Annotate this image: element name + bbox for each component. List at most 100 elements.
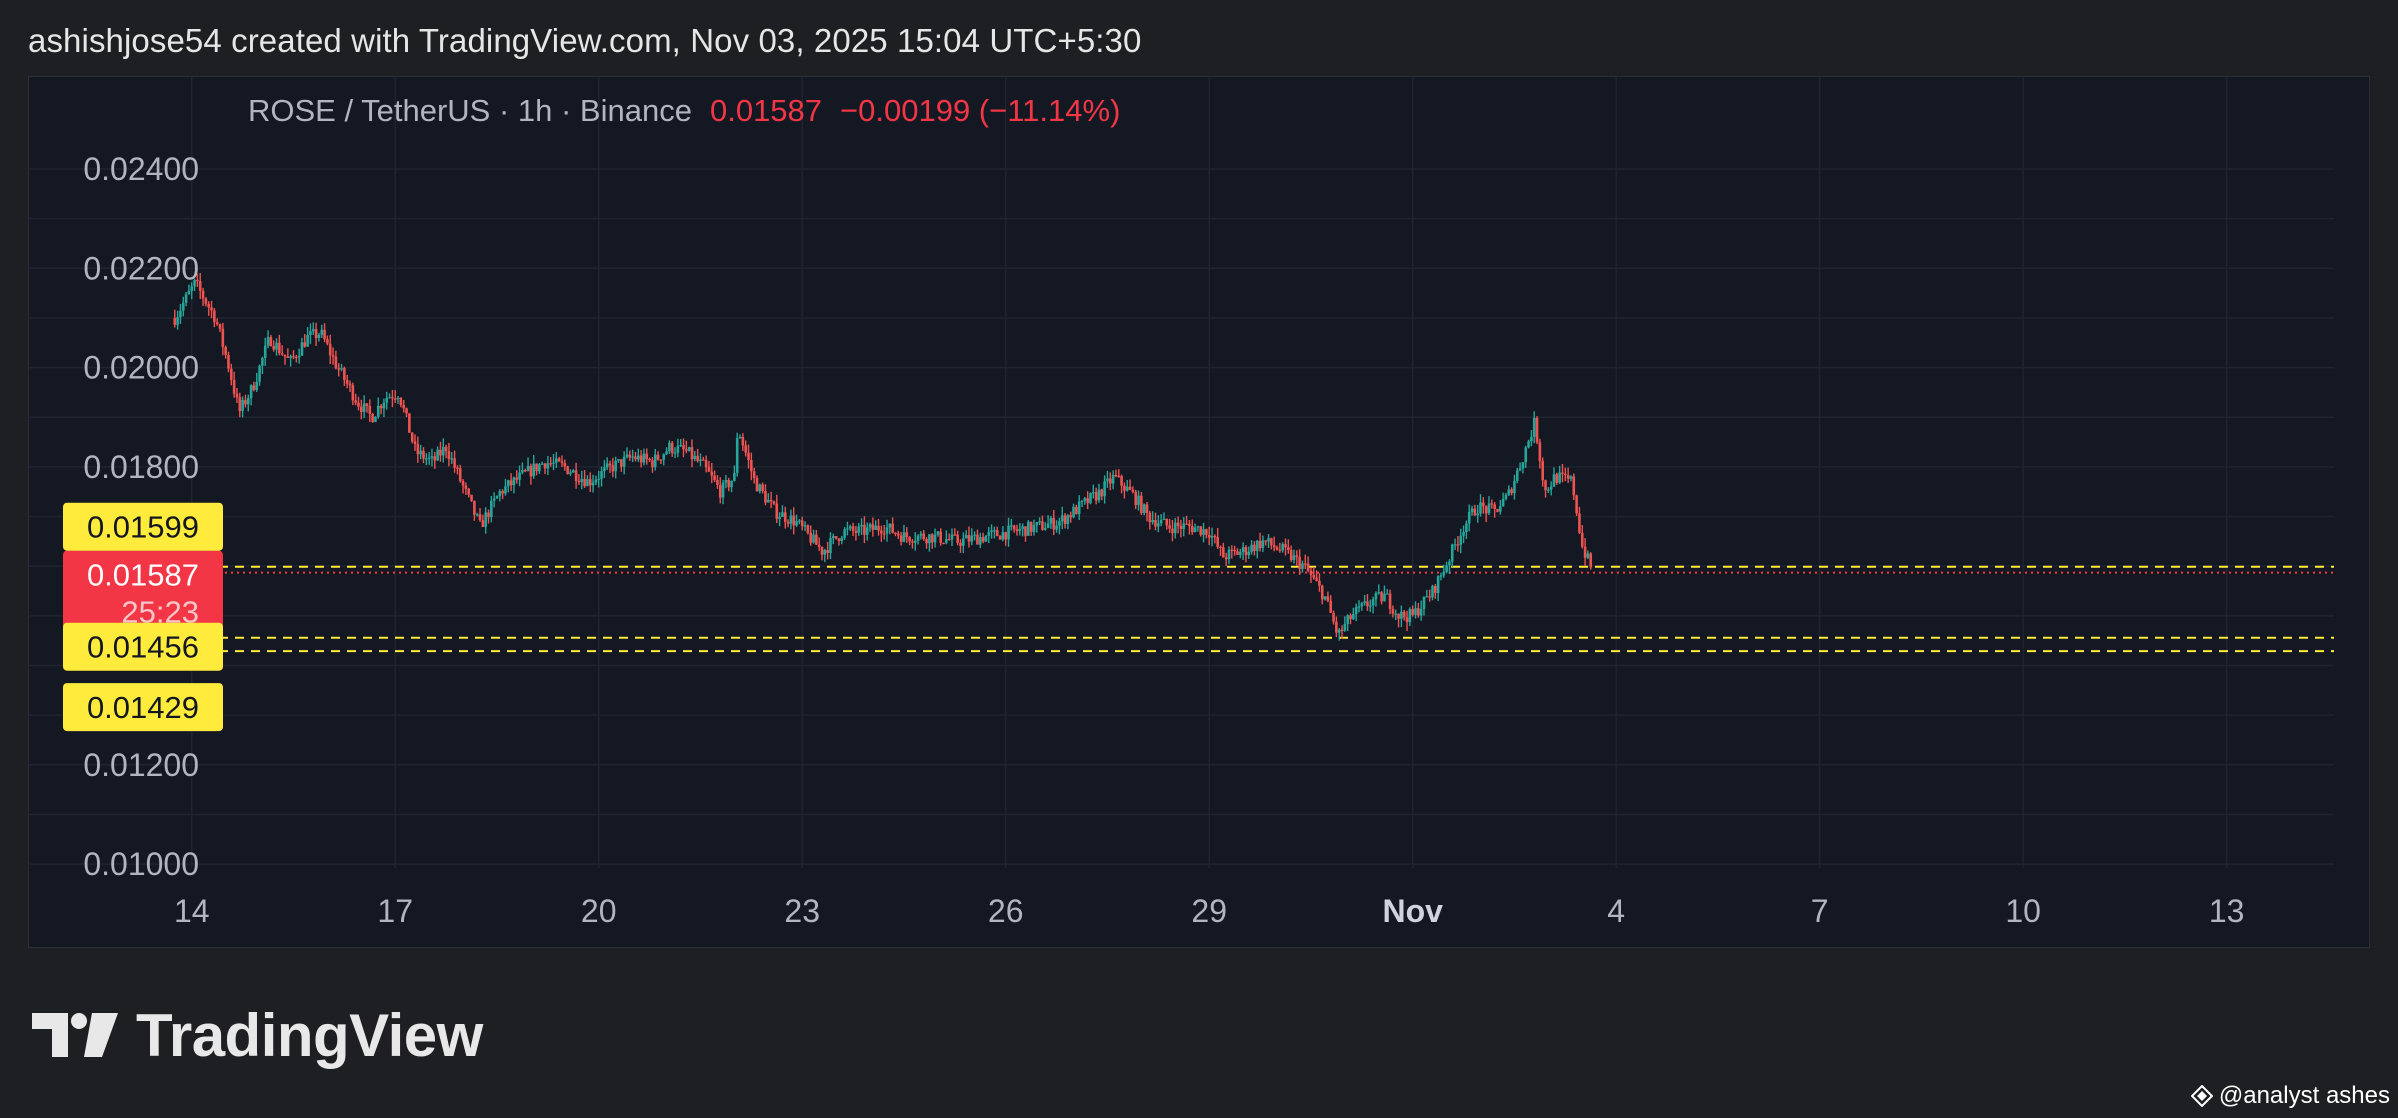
candle-body — [1400, 611, 1403, 619]
candle-body — [478, 514, 482, 521]
candle-body — [928, 534, 931, 544]
candle-body — [789, 515, 793, 524]
candle-body — [1063, 515, 1067, 525]
candle-body — [1205, 529, 1208, 535]
candle-body — [249, 385, 253, 399]
candle-body — [467, 488, 471, 495]
candle-body — [184, 294, 188, 303]
candle-body — [1318, 580, 1321, 586]
candle-body — [540, 463, 544, 465]
candle-body — [252, 385, 256, 391]
candle-body — [408, 413, 411, 433]
candle-body — [458, 468, 462, 482]
candle-body — [603, 467, 606, 472]
last-price-value: 0.01587 — [710, 93, 822, 128]
chart-pane[interactable]: 0.02400 0.02200 0.02000 0.01800 0.01200 0.010… — [28, 76, 2370, 948]
candle-body — [416, 444, 420, 455]
candle-body — [942, 542, 945, 545]
candle-body — [919, 533, 923, 536]
candle-body — [176, 317, 179, 325]
x-tick-label: 29 — [1191, 893, 1227, 929]
candle-body — [738, 437, 742, 439]
candle-body — [795, 521, 798, 526]
candle-body — [1219, 546, 1222, 548]
candle-body — [300, 342, 304, 356]
candle-body — [939, 531, 943, 543]
candle-body — [823, 549, 827, 555]
candle-body — [343, 368, 346, 380]
candle-body — [874, 525, 877, 530]
candle-body — [436, 449, 439, 461]
candle-body — [1168, 525, 1171, 529]
candle-body — [388, 397, 391, 399]
candle-body — [1233, 549, 1236, 552]
candle-body — [880, 530, 883, 534]
candle-body — [1066, 515, 1070, 525]
candle-body — [354, 400, 357, 403]
candle-body — [1148, 512, 1152, 523]
last-price-badge-value: 0.01587 — [87, 558, 199, 593]
candle-body — [1298, 556, 1301, 569]
candle-body — [1049, 518, 1053, 524]
candle-body — [1089, 492, 1092, 504]
candle-body — [1176, 522, 1180, 526]
candle-body — [1335, 621, 1338, 633]
candle-body — [1575, 495, 1578, 514]
candle-body — [981, 537, 985, 542]
candle-body — [868, 524, 872, 528]
candle-body — [1027, 521, 1030, 536]
candle-body — [1222, 547, 1225, 558]
candle-body — [218, 324, 222, 329]
candle-body — [1131, 489, 1135, 492]
candle-body — [735, 438, 739, 473]
candle-body — [659, 459, 663, 461]
candle-body — [1397, 613, 1400, 619]
candle-body — [815, 534, 818, 545]
candle-body — [230, 368, 233, 380]
candle-body — [306, 334, 309, 347]
candle-body — [1188, 523, 1191, 527]
candle-body — [1309, 570, 1313, 575]
candle-body — [848, 526, 852, 529]
candle-body — [902, 532, 906, 542]
candle-body — [826, 549, 829, 554]
price-level-badge — [63, 622, 223, 671]
candle-body — [905, 532, 909, 538]
candle-body — [953, 534, 957, 536]
candle-body — [800, 520, 804, 527]
candle-body — [303, 342, 307, 347]
candle-body — [628, 454, 632, 458]
candlestick-chart[interactable]: 0.02400 0.02200 0.02000 0.01800 0.01200 0.010… — [29, 77, 2369, 947]
candle-body — [1151, 520, 1154, 523]
candle-body — [450, 458, 454, 460]
tradingview-brand[interactable]: TradingView — [32, 1000, 483, 1070]
candle-body — [1315, 577, 1318, 581]
x-tick-label: 7 — [1811, 893, 1829, 929]
watermark-text: @analyst ashes — [2218, 1082, 2390, 1109]
candle-body — [328, 343, 332, 356]
candle-body — [636, 455, 640, 460]
candle-body — [758, 484, 762, 492]
candle-body — [803, 525, 807, 527]
candle-body — [535, 463, 538, 472]
candle-body — [1538, 442, 1542, 462]
candle-body — [532, 463, 536, 477]
candle-body — [410, 432, 414, 442]
candle-body — [885, 527, 889, 534]
candle-body — [244, 399, 247, 405]
candle-body — [481, 520, 485, 527]
candle-body — [1165, 518, 1169, 526]
candle-body — [978, 537, 982, 545]
candle-body — [1487, 503, 1491, 514]
price-level-badge-value: 0.01599 — [87, 510, 199, 545]
candle-body — [580, 478, 584, 483]
candle-body — [1436, 576, 1440, 594]
candle-body — [557, 458, 561, 462]
candle-body — [710, 471, 714, 476]
candle-body — [1216, 536, 1219, 547]
candle-body — [806, 525, 810, 533]
candle-body — [882, 533, 886, 535]
candle-body — [484, 512, 487, 527]
candle-body — [1097, 489, 1101, 501]
candle-body — [1371, 599, 1375, 606]
